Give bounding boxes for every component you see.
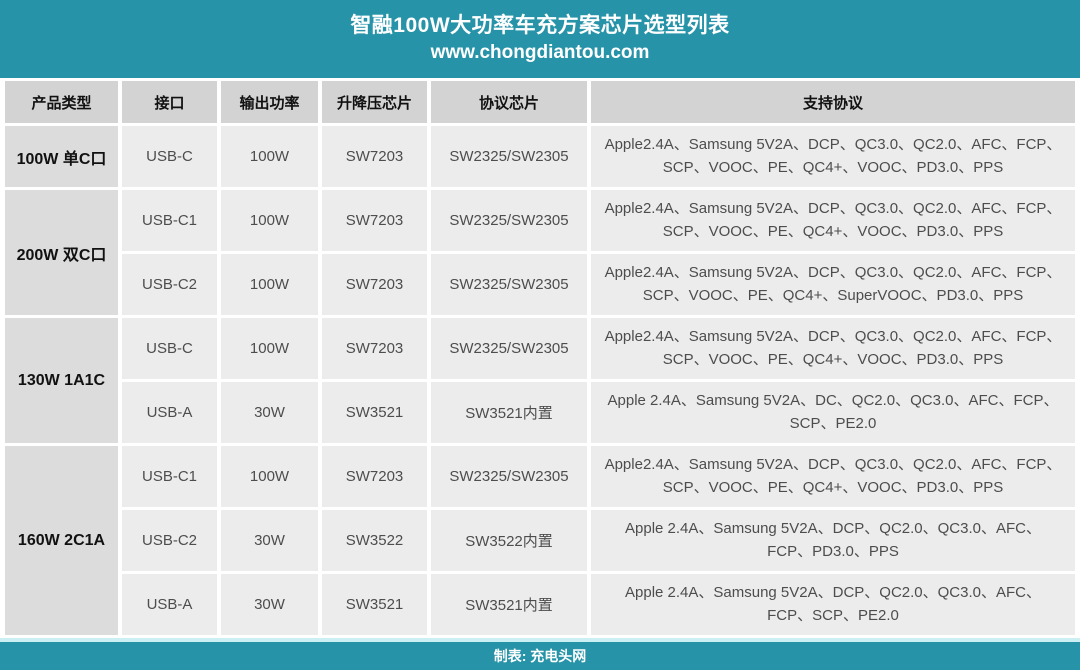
footer-bar: 制表: 充电头网: [0, 642, 1080, 670]
table-row: 130W 1A1C USB-C 100W SW7203 SW2325/SW230…: [5, 318, 1075, 443]
protocols-cell: Apple 2.4A、Samsung 5V2A、DC、QC2.0、QC3.0、A…: [591, 382, 1075, 443]
protocols-cell: Apple2.4A、Samsung 5V2A、DCP、QC3.0、QC2.0、A…: [591, 254, 1075, 315]
table-row: 160W 2C1A USB-C1 100W SW7203 SW2325/SW23…: [5, 446, 1075, 635]
table-row: USB-C2 30W SW3522 SW3522内置 Apple 2.4A、Sa…: [5, 510, 1075, 571]
table-row: USB-A 30W SW3521 SW3521内置 Apple 2.4A、Sam…: [5, 574, 1075, 635]
protocol-chip-cell: SW2325/SW2305: [431, 318, 587, 379]
buck-chip-cell: SW7203: [322, 254, 427, 315]
protocols-cell: Apple 2.4A、Samsung 5V2A、DCP、QC2.0、QC3.0、…: [591, 510, 1075, 571]
chip-selection-table: 产品类型 接口 输出功率 升降压芯片 协议芯片 支持协议 100W 单C口 US…: [1, 78, 1079, 638]
page-title: 智融100W大功率车充方案芯片选型列表: [350, 14, 730, 37]
protocol-chip-cell: SW3522内置: [431, 510, 587, 571]
protocol-chip-cell: SW2325/SW2305: [431, 126, 587, 187]
power-cell: 30W: [221, 574, 318, 635]
buck-chip-cell: SW3522: [322, 510, 427, 571]
protocols-cell: Apple2.4A、Samsung 5V2A、DCP、QC3.0、QC2.0、A…: [591, 446, 1075, 507]
table-row: 200W 双C口 USB-C1 100W SW7203 SW2325/SW230…: [5, 190, 1075, 315]
chip-table-area: 产品类型 接口 输出功率 升降压芯片 协议芯片 支持协议 100W 单C口 US…: [0, 78, 1080, 638]
power-cell: 100W: [221, 318, 318, 379]
buck-chip-cell: SW7203: [322, 126, 427, 187]
product-type-cell: 130W 1A1C: [5, 318, 118, 443]
col-header-port: 接口: [122, 81, 217, 123]
port-cell: USB-C2: [122, 510, 217, 571]
product-type-cell: 160W 2C1A: [5, 446, 118, 635]
table-row: 100W 单C口 USB-C 100W SW7203 SW2325/SW2305…: [5, 126, 1075, 187]
protocols-cell: Apple2.4A、Samsung 5V2A、DCP、QC3.0、QC2.0、A…: [591, 190, 1075, 251]
power-cell: 30W: [221, 510, 318, 571]
product-type-cell: 200W 双C口: [5, 190, 118, 315]
protocols-cell: Apple2.4A、Samsung 5V2A、DCP、QC3.0、QC2.0、A…: [591, 318, 1075, 379]
table-row: USB-A 30W SW3521 SW3521内置 Apple 2.4A、Sam…: [5, 382, 1075, 443]
table-row: USB-C2 100W SW7203 SW2325/SW2305 Apple2.…: [5, 254, 1075, 315]
buck-chip-cell: SW7203: [322, 190, 427, 251]
protocol-chip-cell: SW3521内置: [431, 574, 587, 635]
port-cell: USB-C: [122, 318, 217, 379]
protocol-chip-cell: SW2325/SW2305: [431, 190, 587, 251]
port-cell: USB-C2: [122, 254, 217, 315]
power-cell: 100W: [221, 254, 318, 315]
port-cell: USB-A: [122, 382, 217, 443]
col-header-protocol-chip: 协议芯片: [431, 81, 587, 123]
power-cell: 100W: [221, 190, 318, 251]
col-header-supported-protocols: 支持协议: [591, 81, 1075, 123]
site-url: www.chongdiantou.com: [430, 42, 650, 64]
col-header-product-type: 产品类型: [5, 81, 118, 123]
credit-text: 制表: 充电头网: [493, 648, 587, 664]
col-header-buck-boost-chip: 升降压芯片: [322, 81, 427, 123]
buck-chip-cell: SW7203: [322, 318, 427, 379]
protocols-cell: Apple2.4A、Samsung 5V2A、DCP、QC3.0、QC2.0、A…: [591, 126, 1075, 187]
col-header-output-power: 输出功率: [221, 81, 318, 123]
port-cell: USB-C: [122, 126, 217, 187]
buck-chip-cell: SW7203: [322, 446, 427, 507]
protocol-chip-cell: SW3521内置: [431, 382, 587, 443]
buck-chip-cell: SW3521: [322, 382, 427, 443]
port-cell: USB-C1: [122, 446, 217, 507]
product-type-cell: 100W 单C口: [5, 126, 118, 187]
port-cell: USB-A: [122, 574, 217, 635]
protocols-cell: Apple 2.4A、Samsung 5V2A、DCP、QC2.0、QC3.0、…: [591, 574, 1075, 635]
protocol-chip-cell: SW2325/SW2305: [431, 446, 587, 507]
power-cell: 100W: [221, 126, 318, 187]
power-cell: 100W: [221, 446, 318, 507]
power-cell: 30W: [221, 382, 318, 443]
header-banner: 智融100W大功率车充方案芯片选型列表 www.chongdiantou.com: [0, 0, 1080, 78]
footer-divider: [0, 638, 1080, 642]
port-cell: USB-C1: [122, 190, 217, 251]
table-header-row: 产品类型 接口 输出功率 升降压芯片 协议芯片 支持协议: [5, 81, 1075, 123]
buck-chip-cell: SW3521: [322, 574, 427, 635]
protocol-chip-cell: SW2325/SW2305: [431, 254, 587, 315]
